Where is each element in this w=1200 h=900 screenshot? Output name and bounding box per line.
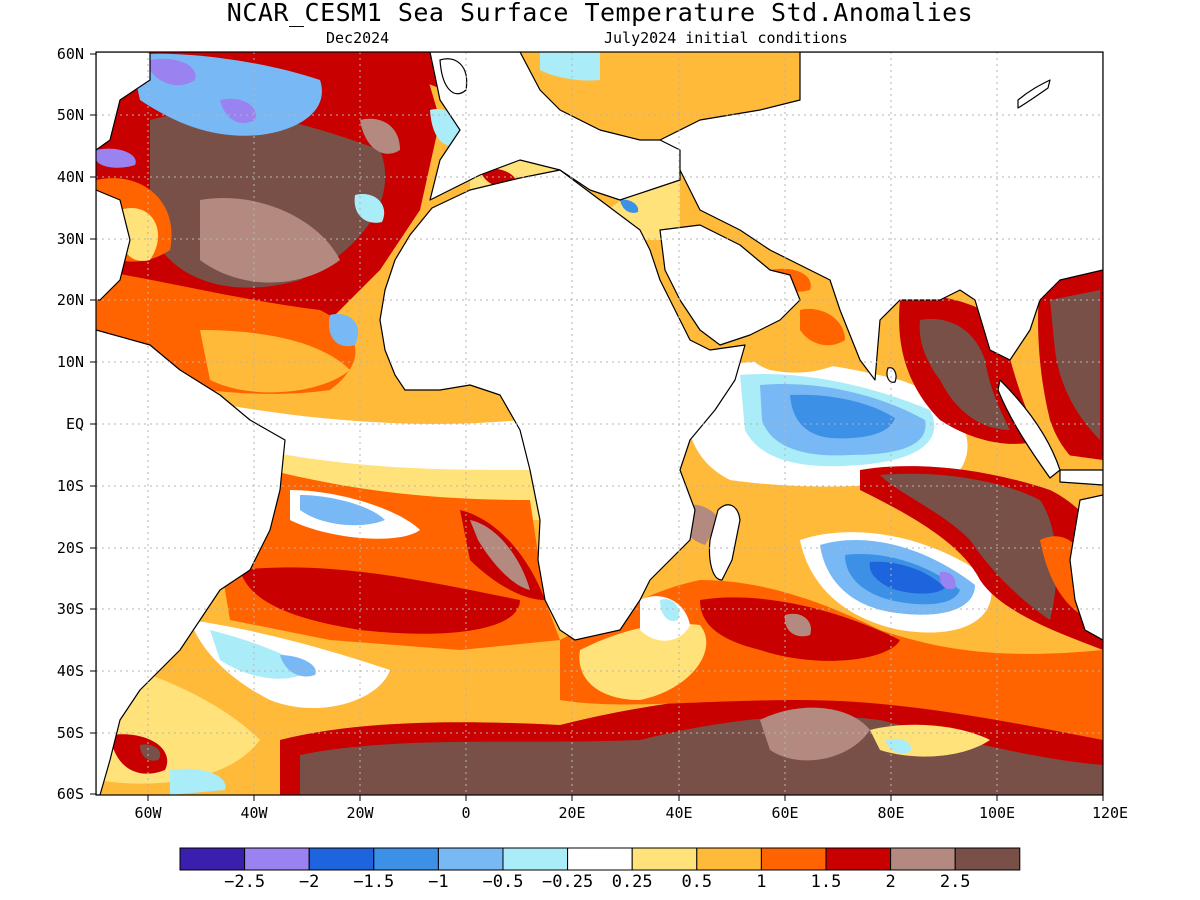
colorbar-label: 0.5 (681, 872, 713, 892)
lat-label: 20N (56, 291, 84, 309)
colorbar-label: 2.5 (939, 872, 971, 892)
colorbar-label: −1.5 (353, 872, 395, 892)
map-title: NCAR_CESM1 Sea Surface Temperature Std.A… (226, 0, 974, 27)
colorbar-swatch (244, 847, 310, 871)
land (96, 52, 1103, 795)
lat-label: 30N (56, 230, 84, 248)
lon-label: 20W (346, 804, 374, 822)
colorbar-swatch (760, 847, 827, 871)
lon-label: 20E (558, 804, 586, 822)
colorbar-swatch (954, 847, 1021, 871)
lat-label: 10N (56, 353, 84, 371)
colorbar-swatch (437, 847, 504, 871)
lat-label: 50S (56, 724, 84, 742)
lon-label: 60W (134, 804, 162, 822)
lat-label: EQ (65, 415, 84, 433)
colorbar (179, 847, 1021, 871)
colorbar-label: −2 (298, 872, 320, 892)
colorbar-label: 1 (756, 872, 767, 892)
lon-label: 0 (461, 804, 471, 822)
colorbar-swatch (373, 847, 439, 871)
initial-conditions-note: July2024 initial conditions (604, 29, 848, 47)
sst-anomaly-field (96, 52, 1103, 795)
colorbar-label: 0.25 (611, 872, 653, 892)
lat-label: 60N (56, 45, 84, 63)
colorbar-swatch (308, 847, 375, 871)
lon-label: 40W (240, 804, 268, 822)
lat-label: 40N (56, 168, 84, 186)
colorbar-swatch (179, 847, 246, 871)
colorbar-swatch (825, 847, 892, 871)
colorbar-label: −1 (428, 872, 449, 892)
colorbar-swatch (890, 847, 956, 871)
colorbar-swatch (696, 847, 762, 871)
lat-label: 10S (56, 477, 84, 495)
colorbar-label: −0.25 (542, 872, 594, 892)
lon-label: 40E (665, 804, 693, 822)
lat-label: 30S (56, 600, 84, 618)
lat-label: 50N (56, 106, 84, 124)
colorbar-swatch (631, 847, 698, 871)
colorbar-label: 2 (885, 872, 896, 892)
lon-label: 60E (771, 804, 799, 822)
lon-label: 120E (1091, 804, 1129, 822)
forecast-month: Dec2024 (326, 29, 390, 47)
colorbar-label: 1.5 (810, 872, 842, 892)
lat-label: 40S (56, 662, 84, 680)
lon-label: 100E (978, 804, 1016, 822)
lat-label: 60S (56, 785, 84, 803)
graticule (96, 52, 1103, 795)
colorbar-label: −0.5 (482, 872, 524, 892)
colorbar-label: −2.5 (224, 872, 266, 892)
axis-ticks (90, 53, 1104, 801)
lat-label: 20S (56, 539, 84, 557)
colorbar-swatch (502, 847, 569, 871)
colorbar-swatch (567, 847, 633, 871)
lon-label: 80E (877, 804, 905, 822)
